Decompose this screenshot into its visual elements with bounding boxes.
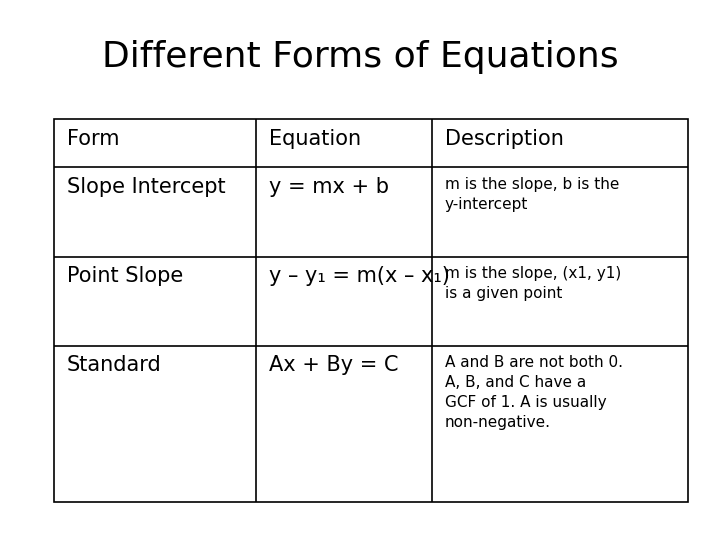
Text: Standard: Standard bbox=[67, 355, 162, 375]
Text: Equation: Equation bbox=[269, 129, 361, 148]
Text: Different Forms of Equations: Different Forms of Equations bbox=[102, 40, 618, 73]
Bar bbox=[54, 119, 688, 502]
Text: Description: Description bbox=[445, 129, 564, 148]
Text: m is the slope, (x1, y1)
is a given point: m is the slope, (x1, y1) is a given poin… bbox=[445, 266, 621, 301]
Text: y = mx + b: y = mx + b bbox=[269, 177, 389, 197]
Text: Ax + By = C: Ax + By = C bbox=[269, 355, 398, 375]
Text: A and B are not both 0.
A, B, and C have a
GCF of 1. A is usually
non-negative.: A and B are not both 0. A, B, and C have… bbox=[445, 355, 623, 430]
Text: y – y₁ = m(x – x₁): y – y₁ = m(x – x₁) bbox=[269, 266, 449, 286]
Text: Slope Intercept: Slope Intercept bbox=[67, 177, 225, 197]
Text: m is the slope, b is the
y-intercept: m is the slope, b is the y-intercept bbox=[445, 177, 619, 212]
Text: Form: Form bbox=[67, 129, 120, 148]
Text: Point Slope: Point Slope bbox=[67, 266, 183, 286]
